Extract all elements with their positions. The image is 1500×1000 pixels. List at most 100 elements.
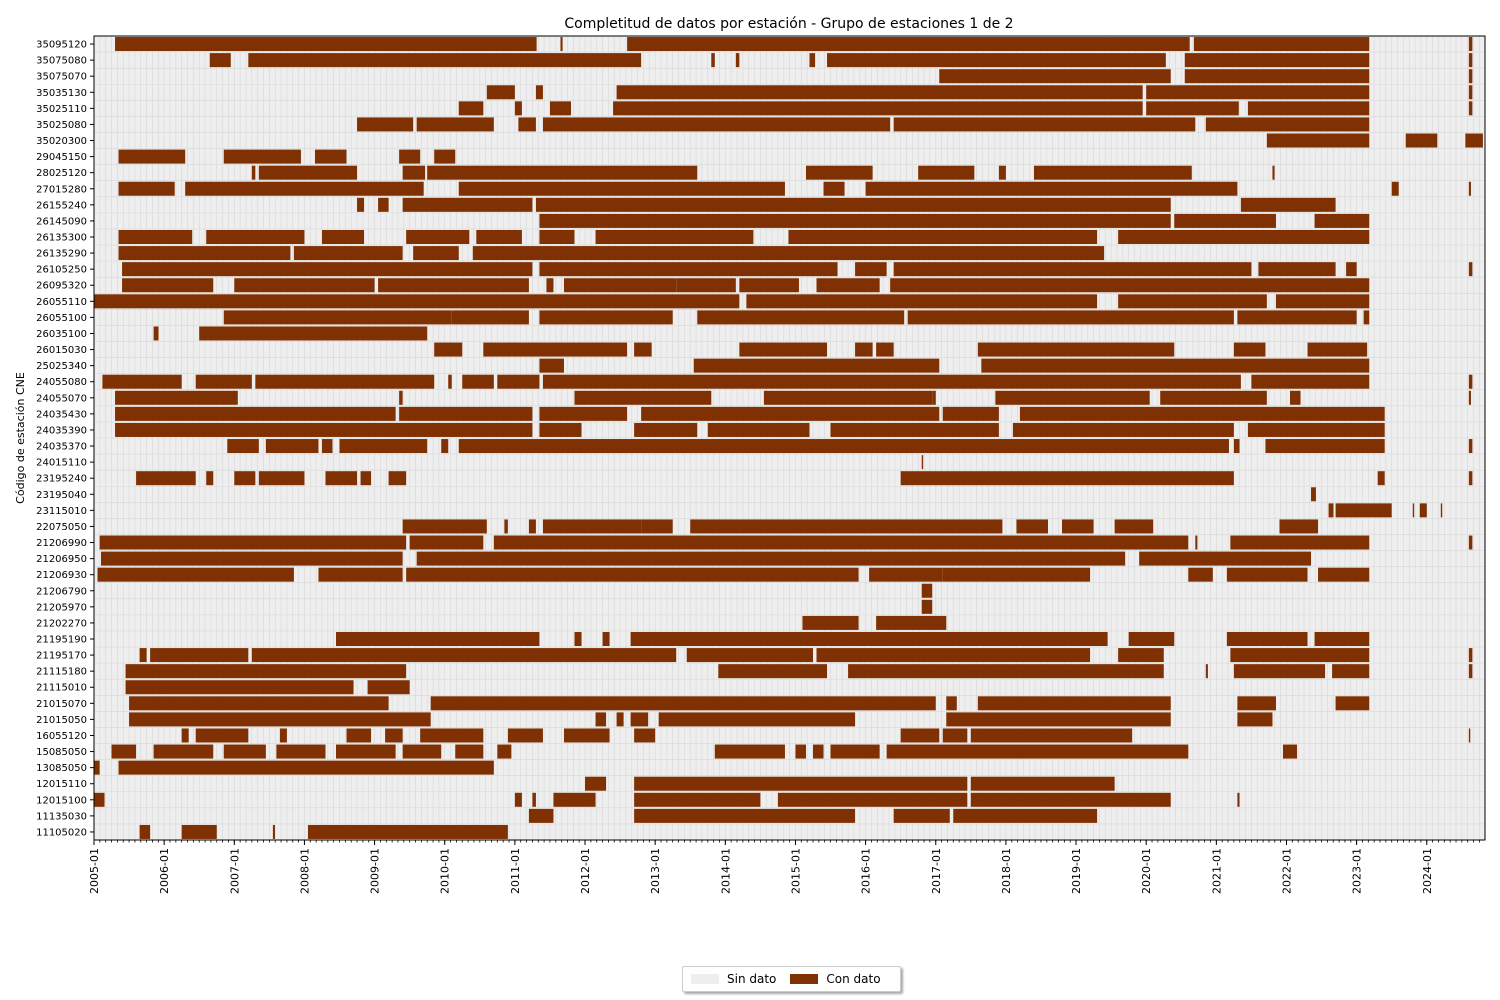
data-bar-11105020 — [272, 824, 275, 839]
data-bar-35025080 — [542, 117, 891, 132]
data-bar-26155240 — [357, 197, 365, 212]
x-tick-label: 2015-01 — [789, 848, 802, 894]
data-bar-15085050 — [402, 744, 442, 759]
data-bar-21015070 — [977, 696, 1171, 711]
data-bar-26055100 — [1237, 310, 1357, 325]
data-bar-24035390 — [634, 422, 698, 437]
data-bar-12015110 — [634, 776, 968, 791]
data-bar-21206790 — [921, 583, 933, 598]
data-bar-21206930 — [942, 567, 1091, 582]
data-bar-27015280 — [458, 181, 785, 196]
data-bar-26105250 — [855, 262, 887, 277]
data-bar-24035370 — [441, 439, 449, 454]
data-bar-24055070 — [995, 390, 1150, 405]
data-bar-25025340 — [981, 358, 1370, 373]
data-bar-15085050 — [1282, 744, 1298, 759]
data-bar-21115180 — [1205, 664, 1208, 679]
legend-swatch-present — [790, 974, 819, 984]
y-tick-label: 26015030 — [36, 345, 87, 356]
data-bar-35075070 — [1184, 69, 1370, 84]
data-bar-15085050 — [223, 744, 266, 759]
data-bar-26015030 — [977, 342, 1175, 357]
y-tick-label: 12015110 — [36, 779, 87, 790]
data-bar-26105250 — [1346, 262, 1357, 277]
y-tick-label: 25025340 — [36, 361, 87, 372]
data-bar-21206930 — [97, 567, 294, 582]
data-bar-21195170 — [816, 648, 1091, 663]
data-bar-16055120 — [385, 728, 403, 743]
y-tick-label: 13085050 — [36, 763, 87, 774]
data-bar-35075080 — [209, 53, 231, 68]
legend-label-present: Con dato — [826, 972, 881, 986]
data-bar-21206930 — [1318, 567, 1370, 582]
data-bar-29045150 — [399, 149, 421, 164]
data-bar-26135300 — [788, 230, 1098, 244]
y-tick-label: 11135030 — [36, 811, 87, 822]
data-bar-15085050 — [276, 744, 326, 759]
data-bar-26055100 — [451, 310, 529, 325]
data-bar-27015280 — [1391, 181, 1399, 196]
chart-title: Completitud de datos por estación - Grup… — [564, 16, 1013, 32]
data-bar-24015110 — [921, 455, 924, 470]
data-bar-21206990 — [1230, 535, 1370, 550]
data-bar-24055070 — [932, 390, 936, 405]
data-bar-24055080 — [462, 374, 494, 389]
data-bar-23195240 — [136, 471, 196, 486]
data-bar-24035370 — [321, 439, 333, 454]
data-bar-28025120 — [1033, 165, 1192, 180]
data-bar-21206930 — [406, 567, 859, 582]
data-bar-35025080 — [416, 117, 494, 132]
data-bar-21195190 — [574, 632, 582, 646]
data-bar-21195190 — [630, 632, 1108, 646]
data-bar-21206930 — [1226, 567, 1308, 582]
data-bar-21015050 — [1237, 712, 1273, 727]
y-tick-label: 26055100 — [36, 313, 87, 324]
data-bar-24055070 — [1289, 390, 1301, 405]
y-tick-label: 21115010 — [36, 683, 87, 694]
data-bar-21202270 — [802, 615, 859, 630]
data-bar-21115010 — [367, 680, 410, 695]
data-bar-26135300 — [539, 230, 575, 244]
data-bar-24035390 — [1247, 422, 1385, 437]
data-bar-26015030 — [1307, 342, 1368, 357]
data-bar-26095320 — [122, 278, 214, 293]
data-bar-21205970 — [921, 599, 933, 614]
data-bar-35025080 — [893, 117, 1196, 132]
data-bar-28025120 — [427, 165, 698, 180]
y-tick-label: 16055120 — [36, 731, 87, 742]
data-bar-12015100 — [777, 792, 968, 807]
data-bar-26105250 — [122, 262, 533, 277]
data-bar-26155240 — [535, 197, 1171, 212]
data-bar-35035130 — [486, 85, 515, 100]
y-tick-label: 26135290 — [36, 249, 87, 260]
data-bar-21195190 — [336, 632, 540, 646]
data-bar-12015110 — [970, 776, 1115, 791]
data-bar-25025340 — [539, 358, 564, 373]
data-bar-24055080 — [255, 374, 435, 389]
data-bar-12015100 — [970, 792, 1171, 807]
data-bar-11135030 — [634, 808, 856, 823]
data-bar-12015100 — [1237, 792, 1240, 807]
x-tick-label: 2014-01 — [719, 848, 732, 894]
data-bar-24035370 — [227, 439, 259, 454]
data-bar-21195190 — [1314, 632, 1370, 646]
data-bar-22075050 — [504, 519, 508, 534]
data-bar-22075050 — [528, 519, 536, 534]
data-bar-26055100 — [1363, 310, 1370, 325]
y-tick-label: 26135300 — [36, 233, 87, 244]
y-tick-label: 21206950 — [36, 554, 87, 565]
data-bar-23195240 — [206, 471, 214, 486]
data-bar-22075050 — [402, 519, 487, 534]
data-bar-26135300 — [321, 230, 365, 244]
data-bar-35025110 — [1468, 101, 1473, 116]
data-bar-16055120 — [346, 728, 372, 743]
data-bar-35035130 — [616, 85, 1143, 100]
data-bar-21115180 — [1468, 664, 1473, 679]
data-bar-35020300 — [1405, 133, 1438, 148]
data-bar-16055120 — [420, 728, 484, 743]
data-bar-21195170 — [251, 648, 677, 663]
data-bar-21015050 — [595, 712, 607, 727]
data-bar-35025110 — [514, 101, 522, 116]
data-bar-24035370 — [339, 439, 428, 454]
data-bar-24055070 — [574, 390, 712, 405]
